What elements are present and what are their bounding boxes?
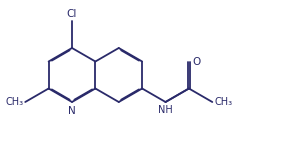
- Text: Cl: Cl: [67, 9, 77, 19]
- Text: NH: NH: [158, 105, 173, 115]
- Text: O: O: [192, 56, 200, 66]
- Text: N: N: [68, 106, 76, 116]
- Text: CH₃: CH₃: [5, 97, 23, 107]
- Text: CH₃: CH₃: [214, 97, 232, 107]
